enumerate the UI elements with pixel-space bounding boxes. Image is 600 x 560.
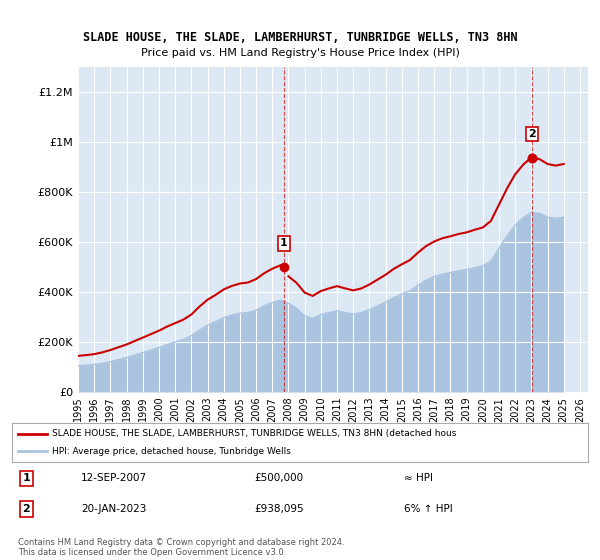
Text: Contains HM Land Registry data © Crown copyright and database right 2024.
This d: Contains HM Land Registry data © Crown c…	[18, 538, 344, 557]
Text: ≈ HPI: ≈ HPI	[404, 473, 433, 483]
Text: 20-JAN-2023: 20-JAN-2023	[81, 504, 146, 514]
Text: 2: 2	[23, 504, 30, 514]
Text: 1: 1	[23, 473, 30, 483]
Text: £500,000: £500,000	[254, 473, 303, 483]
Text: £938,095: £938,095	[254, 504, 304, 514]
Text: 1: 1	[280, 239, 287, 248]
Text: 2: 2	[528, 129, 536, 139]
Text: HPI: Average price, detached house, Tunbridge Wells: HPI: Average price, detached house, Tunb…	[52, 446, 291, 455]
Text: SLADE HOUSE, THE SLADE, LAMBERHURST, TUNBRIDGE WELLS, TN3 8HN: SLADE HOUSE, THE SLADE, LAMBERHURST, TUN…	[83, 31, 517, 44]
Text: 6% ↑ HPI: 6% ↑ HPI	[404, 504, 452, 514]
Text: SLADE HOUSE, THE SLADE, LAMBERHURST, TUNBRIDGE WELLS, TN3 8HN (detached hous: SLADE HOUSE, THE SLADE, LAMBERHURST, TUN…	[52, 430, 457, 438]
Text: Price paid vs. HM Land Registry's House Price Index (HPI): Price paid vs. HM Land Registry's House …	[140, 48, 460, 58]
Text: 12-SEP-2007: 12-SEP-2007	[81, 473, 147, 483]
